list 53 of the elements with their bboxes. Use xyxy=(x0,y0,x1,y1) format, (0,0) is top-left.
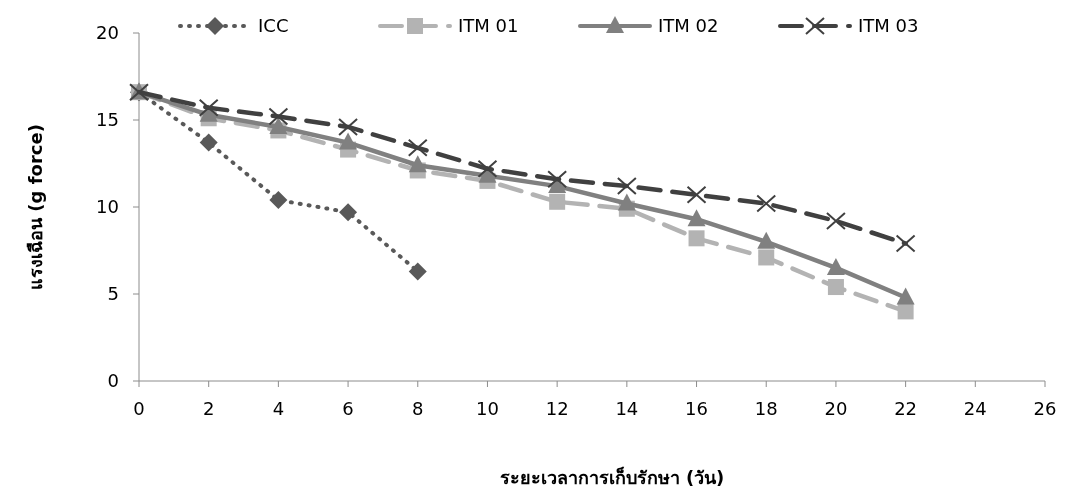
x-axis-title: ระยะเวลาการเก็บรักษา (วัน) xyxy=(499,466,725,488)
point xyxy=(407,138,428,157)
point xyxy=(408,155,427,173)
point xyxy=(199,133,218,152)
point xyxy=(686,185,707,204)
x-tick-label: 12 xyxy=(545,398,569,419)
point xyxy=(269,191,288,210)
legend-label: ITM 01 xyxy=(458,15,519,37)
y-tick-label: 5 xyxy=(107,283,119,305)
y-axis-title: แรงเฉือน (g force) xyxy=(25,124,46,290)
x-tick-label: 16 xyxy=(685,398,708,419)
x-tick-label: 20 xyxy=(824,398,848,419)
x-tick-label: 4 xyxy=(272,398,285,419)
point xyxy=(547,170,568,189)
point xyxy=(549,193,566,210)
point xyxy=(688,230,705,247)
point xyxy=(827,279,844,296)
x-tick-label: 8 xyxy=(412,398,424,419)
legend-label: ICC xyxy=(258,15,289,37)
legend-label: ITM 02 xyxy=(658,15,719,37)
x-tick-label: 10 xyxy=(476,398,499,419)
point xyxy=(198,98,219,117)
point xyxy=(757,231,776,249)
point xyxy=(756,194,777,213)
x-tick-label: 18 xyxy=(754,398,778,419)
legend-label: ITM 03 xyxy=(858,15,919,37)
x-tick-label: 14 xyxy=(615,398,639,419)
point xyxy=(825,211,846,230)
x-tick-label: 2 xyxy=(202,398,215,419)
point xyxy=(758,249,775,266)
point xyxy=(339,132,358,150)
point xyxy=(408,262,427,281)
point xyxy=(687,209,706,227)
x-tick-label: 24 xyxy=(963,398,987,419)
point xyxy=(895,234,916,253)
point xyxy=(896,287,915,305)
y-tick-label: 0 xyxy=(107,370,119,392)
point xyxy=(268,107,289,126)
x-tick-label: 6 xyxy=(342,398,354,419)
point xyxy=(897,303,914,320)
y-tick-label: 15 xyxy=(96,109,119,131)
point xyxy=(616,177,637,196)
y-tick-label: 10 xyxy=(96,196,119,218)
point xyxy=(269,116,288,134)
point xyxy=(617,193,636,211)
x-tick-label: 26 xyxy=(1033,398,1057,419)
x-tick-label: 22 xyxy=(894,398,918,419)
point xyxy=(339,203,358,222)
point xyxy=(477,159,498,178)
point xyxy=(338,117,359,136)
y-tick-label: 20 xyxy=(96,22,119,44)
point xyxy=(826,257,845,275)
x-tick-label: 0 xyxy=(133,398,145,419)
